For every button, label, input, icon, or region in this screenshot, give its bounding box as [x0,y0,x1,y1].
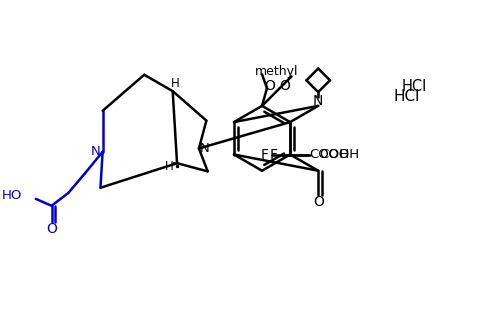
Text: COOH: COOH [309,148,349,161]
Text: O: O [313,195,323,209]
Text: HCl: HCl [402,79,427,94]
Text: O: O [46,222,57,236]
Text: O: O [265,79,275,93]
Text: HCl: HCl [393,89,419,104]
Text: N: N [91,145,100,158]
Text: N: N [200,142,210,155]
Text: F: F [270,148,277,162]
Text: HO: HO [1,189,22,202]
Text: COOH: COOH [319,148,360,161]
Text: methyl: methyl [255,65,298,78]
Text: H: H [171,77,180,90]
Text: N: N [313,94,323,108]
Text: O: O [279,79,290,93]
Text: F: F [261,148,269,162]
Text: H: H [165,160,173,173]
